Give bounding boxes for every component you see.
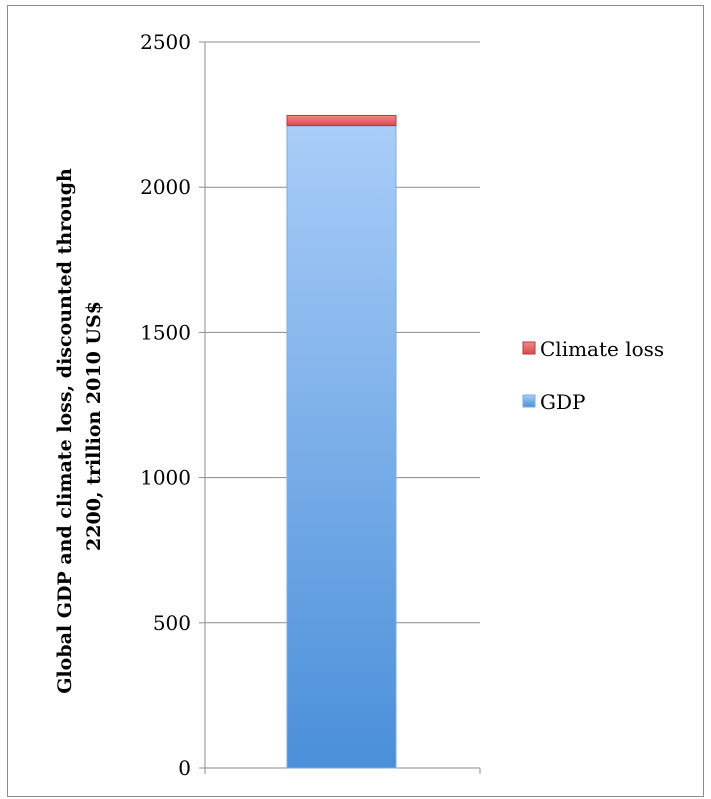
y-tick-label: 1000 (140, 466, 191, 490)
bar-segment-gdp (286, 125, 397, 769)
legend-label: GDP (540, 390, 585, 414)
legend: Climate loss GDP (522, 337, 664, 414)
legend-swatch-climate-loss (522, 341, 536, 355)
legend-swatch-gdp (522, 394, 536, 408)
y-axis-title-line-2: 2200, trillion 2010 US$ (83, 301, 105, 551)
bar-segment-climate-loss (286, 114, 397, 127)
bars (286, 114, 397, 769)
y-tick-label: 500 (153, 611, 191, 635)
legend-label: Climate loss (540, 337, 664, 361)
y-tick-label: 1500 (140, 320, 191, 344)
y-tick-label: 0 (178, 756, 191, 780)
y-axis-title-line-1: Global GDP and climate loss, discounted … (54, 168, 76, 694)
y-tick-labels: 0 500 1000 1500 2000 2500 (140, 30, 191, 780)
y-tick-label: 2500 (140, 30, 191, 54)
y-tick-label: 2000 (140, 175, 191, 199)
